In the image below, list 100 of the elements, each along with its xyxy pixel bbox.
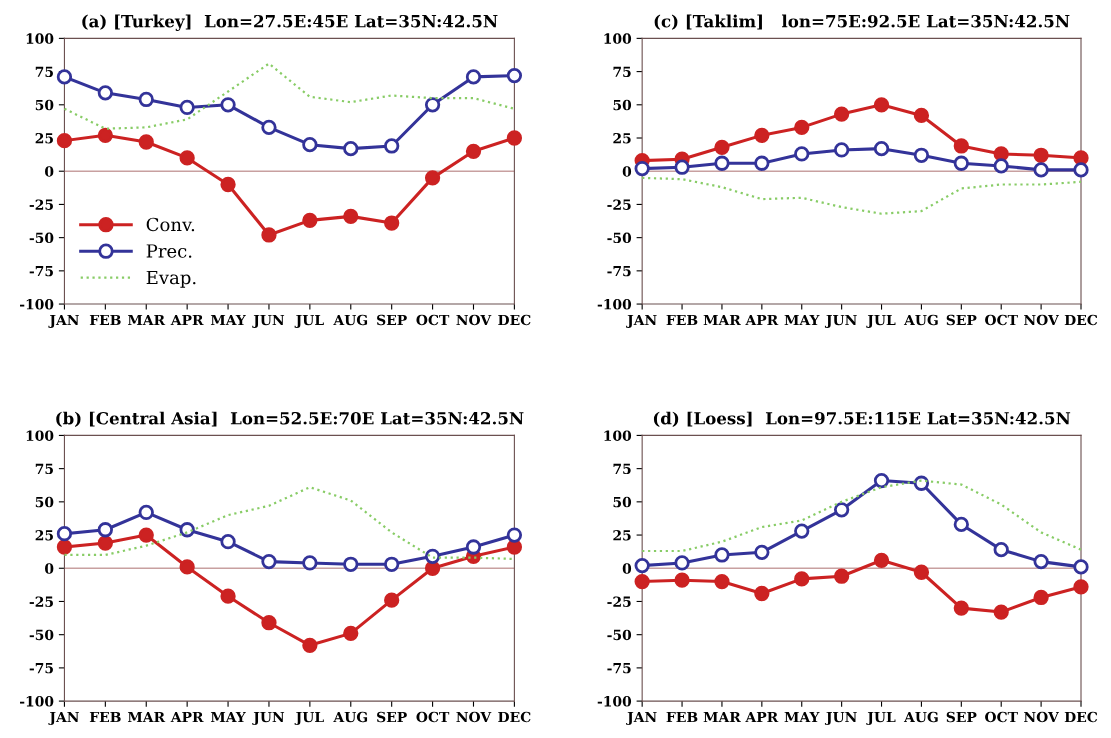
point bbox=[1073, 162, 1089, 178]
x-tick-label: JUN bbox=[824, 711, 857, 725]
point bbox=[674, 159, 690, 175]
point bbox=[1033, 147, 1049, 163]
y-tick-label: 25 bbox=[35, 530, 53, 541]
point bbox=[424, 170, 441, 186]
point bbox=[674, 555, 690, 571]
point bbox=[384, 556, 400, 572]
x-tick-label: OCT bbox=[416, 711, 450, 723]
point bbox=[873, 472, 890, 489]
y-tick-label: 75 bbox=[35, 463, 53, 475]
y-tick-label: 0 bbox=[622, 563, 632, 574]
point bbox=[261, 227, 277, 243]
y-tick-label: -25 bbox=[29, 199, 53, 210]
point bbox=[794, 146, 810, 162]
legend-label: Conv. bbox=[146, 217, 195, 232]
y-tick-label: 0 bbox=[45, 166, 54, 177]
x-tick-label: JAN bbox=[48, 314, 79, 328]
x-tick-label: SEP bbox=[377, 711, 407, 723]
point bbox=[261, 119, 277, 136]
point bbox=[56, 133, 73, 149]
y-tick-label: -75 bbox=[607, 663, 631, 674]
y-tick-label: 25 bbox=[35, 132, 53, 144]
y-tick-label: 100 bbox=[604, 430, 632, 441]
point bbox=[873, 552, 890, 568]
point bbox=[424, 548, 441, 564]
x-tick-label: DEC bbox=[1064, 711, 1098, 723]
point bbox=[993, 604, 1009, 620]
point bbox=[714, 155, 730, 171]
y-tick-label: 25 bbox=[613, 132, 631, 144]
point bbox=[913, 475, 930, 491]
x-tick-label: MAY bbox=[784, 314, 820, 326]
y-tick-label: 100 bbox=[26, 430, 54, 441]
y-tick-label: 50 bbox=[613, 496, 632, 508]
point bbox=[833, 142, 850, 158]
point bbox=[1033, 162, 1049, 178]
point bbox=[1033, 589, 1049, 606]
x-tick-label: JUN bbox=[252, 314, 285, 328]
x-tick-label: DEC bbox=[1064, 314, 1098, 326]
point bbox=[913, 147, 930, 163]
y-tick-label: 75 bbox=[35, 66, 53, 78]
point bbox=[302, 212, 318, 229]
point bbox=[506, 67, 523, 84]
x-tick-label: AUG bbox=[333, 711, 368, 723]
y-tick-label: 0 bbox=[622, 166, 632, 177]
point bbox=[343, 140, 359, 157]
point bbox=[953, 155, 969, 171]
x-tick-label: MAY bbox=[210, 314, 246, 326]
y-tick-label: -100 bbox=[20, 299, 54, 310]
y-tick-label: -75 bbox=[29, 663, 53, 674]
chart-title: (d) [Loess] Lon=97.5E:115E Lat=35N:42.5N bbox=[653, 411, 1071, 427]
x-tick-label: MAY bbox=[210, 711, 246, 723]
y-tick-label: -25 bbox=[607, 596, 631, 607]
point bbox=[56, 539, 73, 555]
y-tick-label: 0 bbox=[45, 563, 54, 574]
point bbox=[384, 215, 400, 231]
x-tick-label: MAR bbox=[703, 711, 741, 723]
point bbox=[302, 137, 318, 153]
point bbox=[179, 559, 195, 575]
y-tick-label: 100 bbox=[604, 33, 632, 44]
x-tick-label: SEP bbox=[946, 314, 977, 326]
point bbox=[424, 560, 441, 576]
legend-label: Evap. bbox=[146, 270, 196, 288]
point bbox=[634, 160, 650, 177]
point bbox=[953, 516, 969, 533]
point bbox=[302, 637, 318, 653]
point bbox=[674, 572, 690, 588]
point bbox=[138, 134, 154, 150]
y-tick-label: 75 bbox=[613, 463, 631, 475]
point bbox=[714, 547, 730, 563]
chart-title: (c) [Taklim] lon=75E:92.5E Lat=35N:42.5N bbox=[654, 14, 1070, 30]
point bbox=[634, 573, 650, 590]
point bbox=[754, 127, 770, 143]
point bbox=[343, 208, 359, 225]
point bbox=[953, 600, 969, 616]
y-tick-label: 25 bbox=[613, 530, 631, 541]
x-tick-label: FEB bbox=[666, 711, 698, 723]
x-tick-label: JUN bbox=[252, 711, 285, 725]
point bbox=[993, 146, 1009, 162]
point bbox=[714, 139, 730, 155]
x-tick-label: JUN bbox=[824, 314, 857, 328]
point bbox=[714, 573, 730, 590]
y-tick-label: -75 bbox=[29, 266, 53, 277]
x-tick-label: AUG bbox=[903, 314, 938, 326]
point bbox=[56, 526, 73, 542]
point bbox=[794, 523, 810, 539]
y-tick-label: -25 bbox=[29, 596, 53, 607]
x-tick-label: APR bbox=[170, 711, 204, 723]
point bbox=[302, 555, 318, 571]
point bbox=[138, 504, 154, 521]
y-tick-label: 75 bbox=[613, 66, 631, 78]
x-tick-label: MAR bbox=[703, 314, 741, 326]
x-tick-label: JUL bbox=[294, 711, 324, 725]
y-tick-label: 50 bbox=[35, 496, 54, 508]
y-tick-label: -25 bbox=[607, 199, 631, 210]
point bbox=[97, 85, 113, 101]
x-tick-label: OCT bbox=[985, 314, 1018, 326]
point bbox=[1073, 559, 1089, 575]
y-tick-label: -50 bbox=[29, 232, 54, 244]
x-tick-label: APR bbox=[745, 711, 779, 723]
